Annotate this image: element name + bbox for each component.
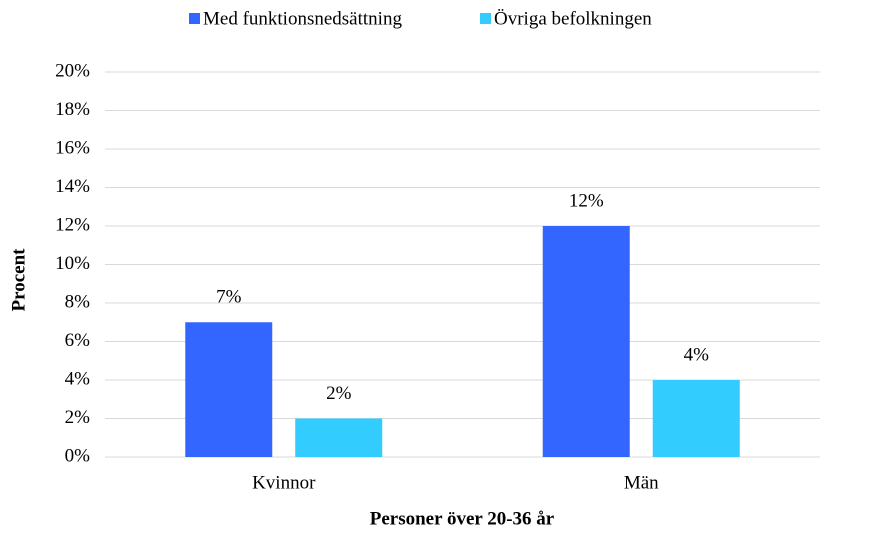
x-tick-label: Kvinnor [252,472,316,493]
x-axis-title: Personer över 20-36 år [370,508,555,529]
data-label: 4% [684,344,710,365]
y-tick-label: 2% [65,407,91,428]
bar [652,380,740,457]
y-tick-label: 18% [55,99,90,120]
y-tick-label: 4% [65,368,91,389]
y-tick-label: 20% [55,60,90,81]
y-tick-label: 6% [65,330,91,351]
y-tick-label: 0% [65,445,91,466]
legend-label: Med funktionsnedsättning [203,8,402,29]
data-label: 12% [569,190,604,211]
y-tick-label: 10% [55,253,90,274]
bar [185,322,273,457]
x-tick-label: Män [624,472,659,493]
data-label: 7% [216,287,242,308]
legend-label: Övriga befolkningen [494,8,652,29]
y-tick-label: 16% [55,137,90,158]
y-tick-label: 14% [55,176,90,197]
legend-swatch [189,13,200,24]
bar [542,226,630,457]
y-axis-title: Procent [8,248,29,312]
y-tick-label: 8% [65,291,91,312]
bar [295,418,383,457]
y-tick-label: 12% [55,214,90,235]
data-label: 2% [326,383,352,404]
legend-swatch [480,13,491,24]
